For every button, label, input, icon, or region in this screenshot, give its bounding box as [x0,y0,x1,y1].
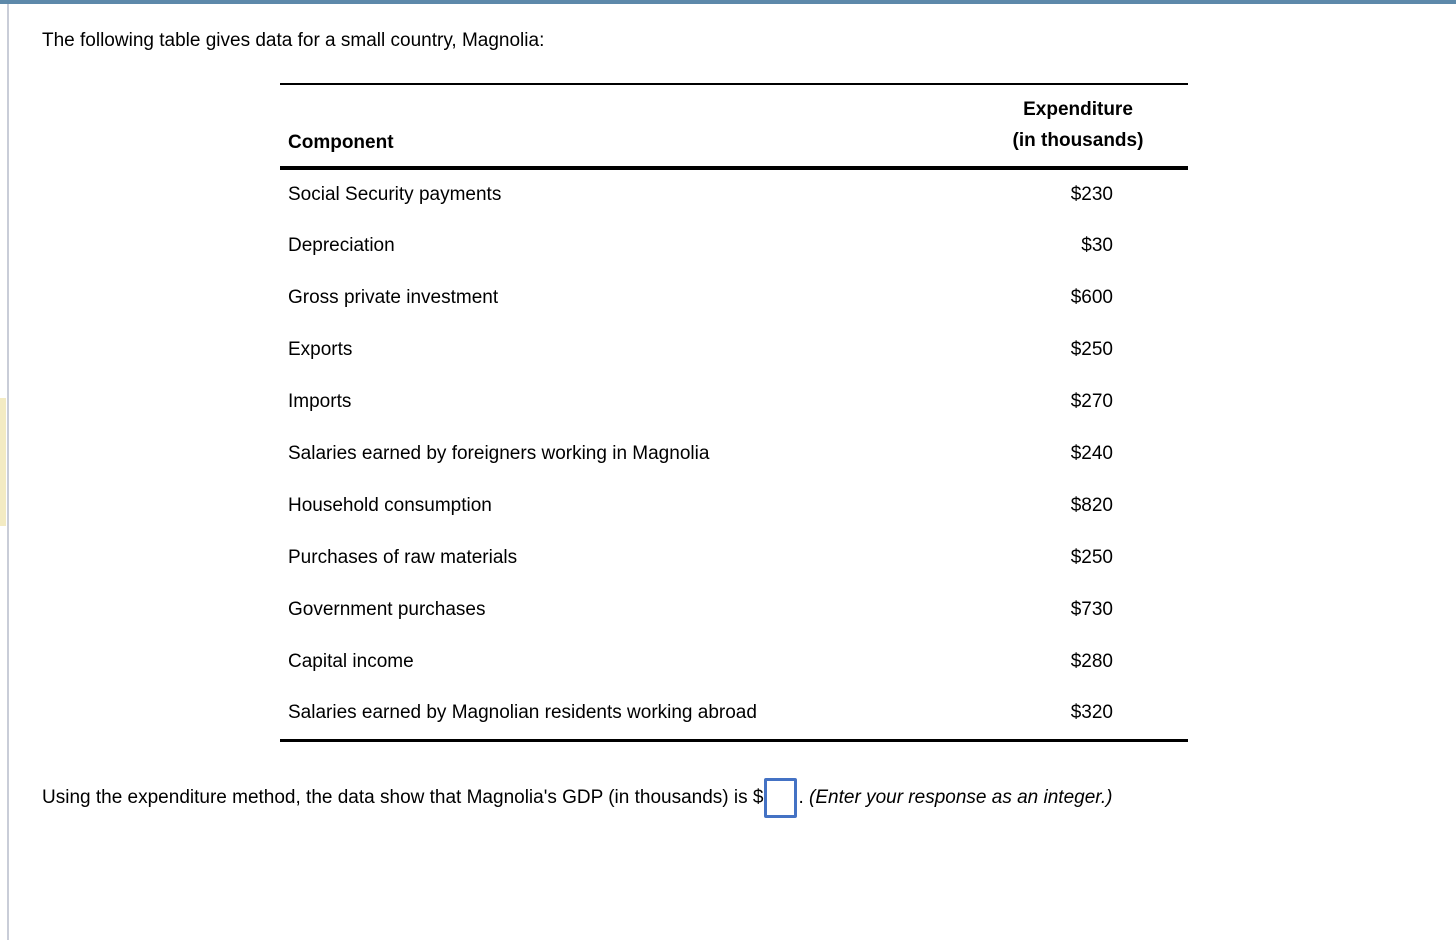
expenditure-cell: $280 [1070,651,1113,672]
component-cell: Household consumption [288,495,492,516]
expenditure-cell: $600 [1070,287,1113,308]
expenditure-cell: $250 [1070,547,1113,568]
expenditure-cell: $730 [1070,599,1113,620]
component-cell: Imports [288,391,352,412]
table-row: Household consumption $820 [280,480,1188,532]
component-cell: Salaries earned by Magnolian residents w… [288,702,757,724]
component-cell: Capital income [288,651,414,672]
page-title: The following table gives data for a sma… [42,30,545,51]
expenditure-header-line2: (in thousands) [1012,130,1144,151]
component-column-header: Component [288,132,394,153]
gdp-answer-input[interactable] [764,777,798,818]
table-row: Exports $250 [280,324,1188,376]
component-cell: Social Security payments [288,184,502,205]
table-header-row: Component Expenditure (in thousands) [280,84,1188,168]
top-window-border [0,0,1456,4]
left-panel-divider [7,4,9,940]
table-row: Salaries earned by Magnolian residents w… [280,688,1188,740]
table-row: Government purchases $730 [280,584,1188,636]
table-row: Salaries earned by foreigners working in… [280,428,1188,480]
table-row: Capital income $280 [280,636,1188,688]
component-cell: Purchases of raw materials [288,547,518,568]
expenditure-cell: $320 [1070,702,1113,724]
table-body: Social Security payments $230 Depreciation… [280,168,1188,740]
table-row: Imports $270 [280,376,1188,428]
expenditure-table: Component Expenditure (in thousands) Soc… [280,83,1188,742]
table-row: Social Security payments $230 [280,168,1188,220]
expenditure-header-line1: Expenditure [1023,99,1133,120]
component-cell: Exports [288,339,353,360]
expenditure-cell: $230 [1070,184,1113,205]
component-cell: Salaries earned by foreigners working in… [288,443,710,464]
expenditure-column-header: Expenditure (in thousands) [968,84,1188,168]
expenditure-cell: $240 [1070,443,1113,464]
table-row: Depreciation $30 [280,220,1188,272]
question-after-input: . [798,786,810,808]
component-cell: Gross private investment [288,287,499,308]
table-row: Purchases of raw materials $250 [280,532,1188,584]
left-scroll-highlight [0,398,6,526]
question-before-input: Using the expenditure method, the data s… [42,786,764,808]
expenditure-cell: $250 [1070,339,1113,360]
question-panel: The following table gives data for a sma… [9,4,1456,818]
expenditure-cell: $30 [1081,235,1113,256]
table-row: Gross private investment $600 [280,272,1188,324]
question-italic-note: (Enter your response as an integer.) [809,786,1113,808]
question-text: Using the expenditure method, the data s… [42,777,1410,818]
table-header: Component Expenditure (in thousands) [280,84,1188,168]
expenditure-cell: $270 [1070,391,1113,412]
expenditure-cell: $820 [1070,495,1113,516]
component-cell: Depreciation [288,235,395,256]
component-cell: Government purchases [288,599,486,620]
